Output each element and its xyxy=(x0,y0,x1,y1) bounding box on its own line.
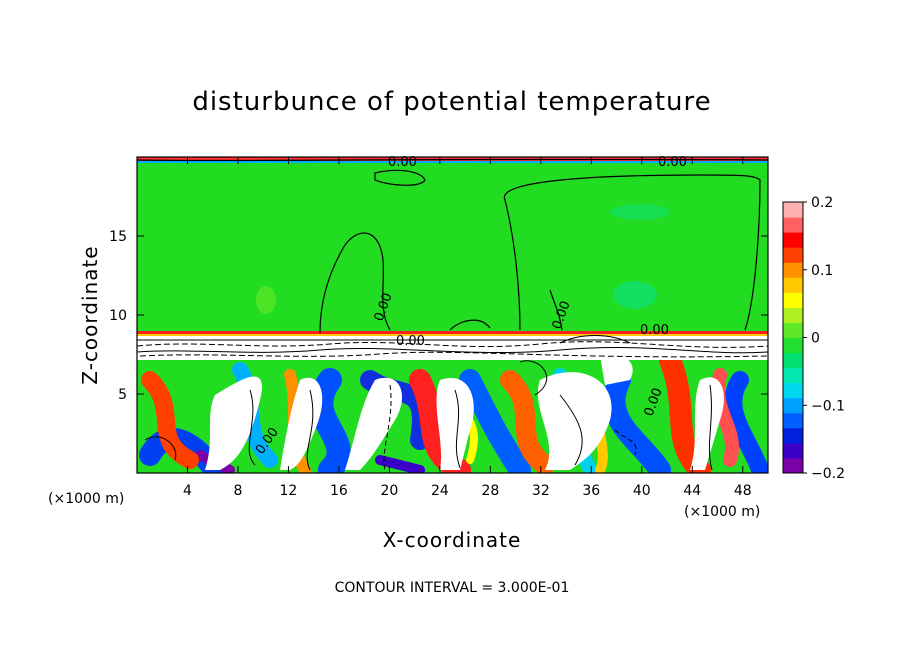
colorbar-swatch xyxy=(783,277,803,293)
colorbar-tick-label: −0.2 xyxy=(811,466,845,482)
x-tick-label: 40 xyxy=(633,483,651,499)
inversion-band xyxy=(137,331,768,334)
x-unit-label-left: (×1000 m) xyxy=(48,491,124,507)
colorbar-swatch xyxy=(783,217,803,233)
x-tick-label: 36 xyxy=(582,483,600,499)
upper-layer-field xyxy=(137,157,768,335)
x-tick-label: 28 xyxy=(481,483,499,499)
x-tick-label: 48 xyxy=(734,483,752,499)
colorbar-swatch xyxy=(783,322,803,338)
colorbar-swatch xyxy=(783,352,803,369)
lower-contours xyxy=(144,360,713,471)
upper-anomaly xyxy=(256,286,276,314)
top-boundary-band xyxy=(137,157,768,161)
colorbar-swatch xyxy=(783,202,803,218)
y-tick-label: 10 xyxy=(109,308,127,324)
colorbar-swatch xyxy=(783,337,803,354)
colorbar-swatch xyxy=(783,247,803,263)
contour-interval-note: CONTOUR INTERVAL = 3.000E-01 xyxy=(335,580,570,596)
colorbar-tick-label: 0 xyxy=(811,331,820,347)
temperature-field xyxy=(137,157,768,473)
x-tick-label: 12 xyxy=(280,483,298,499)
inversion-band xyxy=(137,334,768,336)
colorbar-swatch xyxy=(783,307,803,323)
colorbar-swatch xyxy=(783,262,803,278)
colorbar-tick-label: −0.1 xyxy=(811,398,845,414)
chart-title: disturbunce of potential temperature xyxy=(192,87,711,117)
colorbar-ticks: 0.2 0.1 0 −0.1 −0.2 xyxy=(803,195,845,482)
white-out-of-range xyxy=(205,353,724,470)
colorbar-tick-label: 0.1 xyxy=(811,263,833,279)
y-tick-label: 15 xyxy=(109,229,127,245)
colorbar-swatch xyxy=(783,292,803,308)
colorbar-swatch xyxy=(783,232,803,248)
x-axis-label: X-coordinate xyxy=(383,528,522,552)
x-unit-label-right: (×1000 m) xyxy=(684,504,760,520)
colorbar xyxy=(782,201,804,474)
contour-label: 0.00 xyxy=(388,155,417,170)
x-axis: 4 8 12 16 20 24 28 32 36 40 44 48 xyxy=(183,157,752,499)
colorbar-swatch xyxy=(783,367,803,384)
y-tick-label: 5 xyxy=(118,387,127,403)
colorbar-swatch xyxy=(783,442,803,459)
upper-anomaly xyxy=(610,204,670,220)
x-tick-label: 4 xyxy=(183,483,192,499)
x-tick-label: 32 xyxy=(532,483,550,499)
contour-label: 0.00 xyxy=(640,323,669,338)
x-tick-label: 20 xyxy=(380,483,398,499)
x-tick-label: 16 xyxy=(330,483,348,499)
colorbar-swatch xyxy=(783,397,803,414)
colorbar-swatch xyxy=(783,457,803,474)
inversion-contours xyxy=(137,335,768,358)
colorbar-swatch xyxy=(783,427,803,444)
x-tick-label: 44 xyxy=(683,483,701,499)
contour-label: 0.00 xyxy=(396,334,425,349)
colorbar-tick-label: 0.2 xyxy=(811,195,833,211)
x-tick-label: 24 xyxy=(431,483,449,499)
top-boundary-band xyxy=(137,161,768,163)
contour-label: 0.00 xyxy=(658,155,687,170)
y-axis: 5 10 15 xyxy=(109,229,768,403)
x-tick-label: 8 xyxy=(233,483,242,499)
colorbar-swatch xyxy=(783,412,803,429)
colorbar-swatch xyxy=(783,382,803,399)
y-axis-label: Z-coordinate xyxy=(78,245,102,384)
upper-anomaly xyxy=(613,281,657,309)
